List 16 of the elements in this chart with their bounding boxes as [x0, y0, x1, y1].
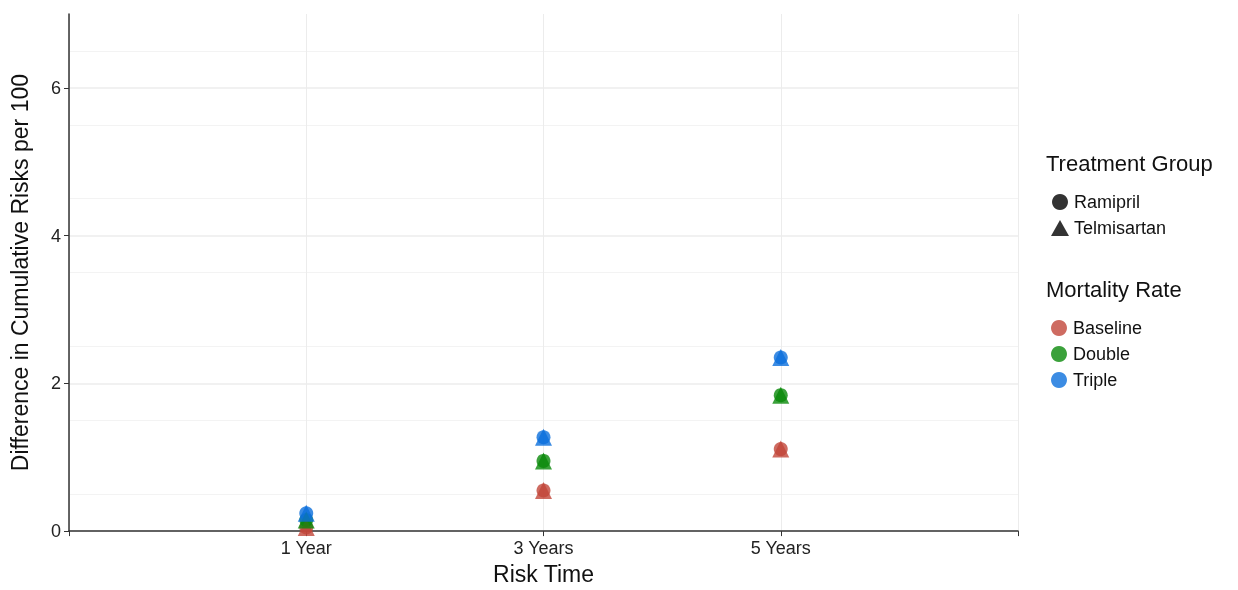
legend-label: Baseline — [1073, 318, 1143, 338]
y-tick-label: 2 — [50, 373, 61, 394]
y-axis-title: Difference in Cumulative Risks per 100 — [6, 73, 33, 472]
text: Mortality Rate — [1046, 276, 1182, 302]
legend-label: Telmisartan — [1074, 218, 1167, 238]
y-tick-label: 4 — [50, 225, 61, 246]
x-tick-label: 1 Year — [280, 538, 332, 559]
x-tick-label: 3 Years — [513, 538, 574, 559]
text: Treatment Group — [1046, 150, 1213, 176]
legend-label: Triple — [1073, 370, 1118, 390]
x-tick-label: 5 Years — [750, 538, 811, 559]
legend-label: Ramipril — [1074, 192, 1141, 212]
legend-label: Double — [1073, 344, 1131, 364]
x-axis-title: Risk Time — [493, 560, 594, 587]
y-tick-label: 6 — [50, 77, 61, 98]
y-tick-label: 0 — [50, 521, 61, 542]
